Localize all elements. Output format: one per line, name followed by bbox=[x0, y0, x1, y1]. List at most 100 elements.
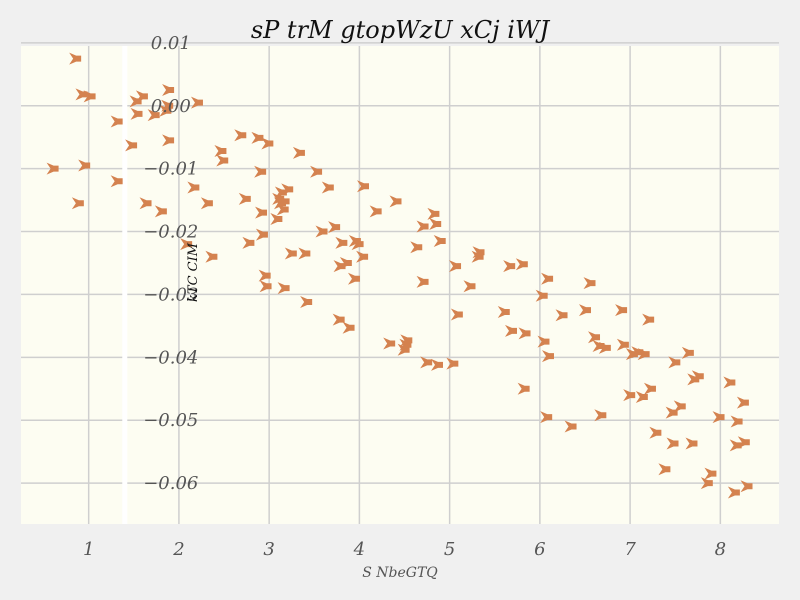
data-point bbox=[400, 334, 413, 347]
data-point bbox=[162, 84, 175, 97]
data-point bbox=[555, 309, 568, 322]
data-point bbox=[255, 228, 268, 241]
data-point bbox=[537, 335, 550, 348]
data-point bbox=[592, 340, 605, 353]
data-point bbox=[616, 338, 629, 351]
data-point bbox=[665, 406, 678, 419]
y-tick-label: −0.03 bbox=[143, 284, 198, 305]
data-point bbox=[504, 324, 517, 337]
data-point bbox=[723, 376, 736, 389]
x-axis-label: S NbeGTQ bbox=[362, 565, 438, 581]
data-point bbox=[162, 134, 175, 147]
data-point bbox=[261, 137, 274, 150]
data-point bbox=[139, 197, 152, 210]
data-point bbox=[332, 313, 345, 326]
data-point bbox=[342, 321, 355, 334]
x-tick-label: 5 bbox=[444, 539, 455, 560]
data-point bbox=[242, 236, 255, 249]
data-point bbox=[69, 52, 82, 65]
data-point bbox=[615, 304, 628, 317]
data-point bbox=[517, 382, 530, 395]
data-point bbox=[187, 181, 200, 194]
data-point bbox=[216, 154, 229, 167]
data-point bbox=[46, 162, 59, 175]
data-point bbox=[277, 195, 290, 208]
data-point bbox=[258, 269, 271, 282]
data-point bbox=[147, 109, 160, 122]
data-point bbox=[238, 192, 251, 205]
grid-lines bbox=[21, 42, 779, 524]
data-point bbox=[497, 306, 510, 319]
data-point bbox=[335, 236, 348, 249]
data-point bbox=[328, 221, 341, 234]
data-point bbox=[518, 327, 531, 340]
data-point bbox=[110, 175, 123, 188]
data-point bbox=[727, 486, 740, 499]
x-tick-label: 6 bbox=[534, 539, 545, 560]
data-point bbox=[200, 197, 213, 210]
data-point bbox=[429, 217, 442, 230]
y-tick-label: 0.00 bbox=[151, 96, 191, 117]
x-tick-labels: 1 2 3 4 5 6 7 8 bbox=[83, 539, 726, 560]
data-point bbox=[730, 415, 743, 428]
data-point bbox=[130, 107, 143, 120]
data-point bbox=[347, 272, 360, 285]
data-point bbox=[623, 389, 636, 402]
data-point bbox=[356, 250, 369, 263]
data-point bbox=[383, 337, 396, 350]
data-point bbox=[700, 477, 713, 490]
data-point bbox=[643, 382, 656, 395]
data-point bbox=[666, 437, 679, 450]
x-tick-label: 1 bbox=[83, 539, 94, 560]
data-point bbox=[292, 146, 305, 159]
data-point bbox=[369, 205, 382, 218]
data-point bbox=[389, 195, 402, 208]
y-tick-label: −0.04 bbox=[143, 347, 198, 368]
data-point bbox=[281, 183, 294, 196]
y-tick-label: 0.01 bbox=[151, 33, 191, 54]
data-point bbox=[416, 220, 429, 233]
y-tick-labels: 0.01 0.00 −0.01 −0.02 −0.03 −0.04 −0.05 −0.06 bbox=[143, 33, 198, 494]
x-tick-label: 7 bbox=[624, 539, 636, 560]
data-point bbox=[251, 131, 264, 144]
data-point bbox=[446, 357, 459, 370]
x-tick-label: 2 bbox=[172, 539, 184, 560]
y-tick-label: −0.02 bbox=[143, 222, 198, 243]
data-point bbox=[71, 197, 84, 210]
data-point bbox=[416, 275, 429, 288]
chart-title: sP trM gtopWzU xCj iWJ bbox=[251, 16, 551, 44]
data-point bbox=[315, 225, 328, 238]
data-point bbox=[420, 356, 433, 369]
data-point bbox=[541, 272, 554, 285]
data-point bbox=[310, 165, 323, 178]
data-point bbox=[427, 207, 440, 220]
data-point bbox=[583, 277, 596, 290]
data-point bbox=[214, 145, 227, 158]
data-point bbox=[712, 411, 725, 424]
data-point bbox=[681, 346, 694, 359]
data-point bbox=[472, 246, 485, 259]
data-point bbox=[433, 234, 446, 247]
data-point bbox=[284, 247, 297, 260]
data-point bbox=[578, 304, 591, 317]
y-axis-label: kTC CIM bbox=[186, 242, 201, 302]
x-tick-label: 8 bbox=[715, 539, 726, 560]
data-point bbox=[704, 467, 717, 480]
data-point bbox=[321, 181, 334, 194]
data-point bbox=[535, 289, 548, 302]
plot-area bbox=[21, 46, 779, 524]
data-point bbox=[449, 260, 462, 273]
data-point bbox=[180, 238, 193, 251]
y-tick-label: −0.01 bbox=[143, 159, 198, 180]
data-point bbox=[277, 282, 290, 295]
data-point bbox=[110, 115, 123, 128]
data-point bbox=[598, 341, 611, 354]
data-point bbox=[685, 437, 698, 450]
y-tick-label: −0.05 bbox=[143, 410, 198, 431]
data-point bbox=[300, 295, 313, 308]
data-point bbox=[205, 250, 218, 263]
x-tick-label: 3 bbox=[263, 539, 274, 560]
data-point bbox=[594, 409, 607, 422]
data-point bbox=[463, 280, 476, 293]
